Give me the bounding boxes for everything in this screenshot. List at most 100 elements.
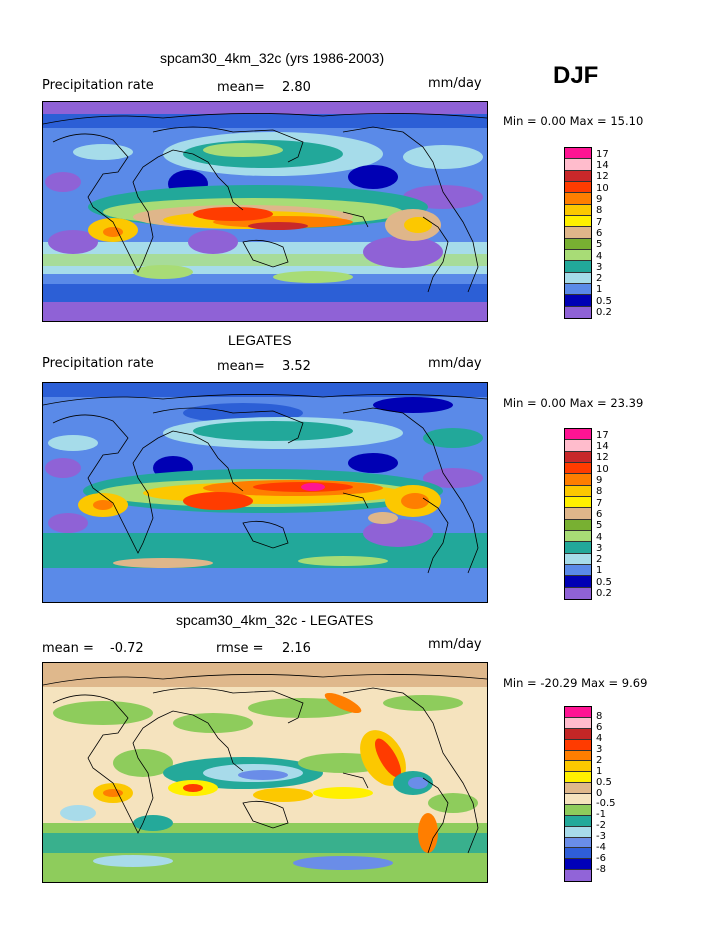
panel-1-mean-value: 2.80	[282, 80, 311, 95]
colorbar-label: 5	[596, 239, 603, 250]
colorbar-swatch	[565, 227, 591, 239]
panel-1-mean-label: mean=	[217, 80, 265, 95]
colorbar-swatch	[565, 837, 591, 849]
colorbar-label: 4	[596, 733, 603, 744]
colorbar-label: -1	[596, 809, 606, 820]
colorbar-label: 8	[596, 486, 603, 497]
panel-3-mean-label: mean =	[42, 641, 94, 656]
colorbar-swatch	[565, 564, 591, 577]
colorbar-swatch	[565, 750, 591, 762]
colorbar-label: 0.5	[596, 577, 612, 588]
colorbar-swatch	[565, 772, 591, 784]
colorbar-label: 6	[596, 228, 603, 239]
colorbar-swatch	[565, 739, 591, 751]
colorbar-swatch	[565, 717, 591, 729]
colorbar-swatch	[565, 283, 591, 296]
colorbar-label: 3	[596, 744, 603, 755]
colorbar-label: 8	[596, 205, 603, 216]
colorbar-swatch	[565, 306, 591, 318]
panel-2-precip-map	[42, 382, 488, 603]
panel-1-variable-label: Precipitation rate	[42, 78, 154, 93]
colorbar-swatch	[565, 440, 591, 452]
panel-3-mean-value: -0.72	[110, 641, 144, 656]
panel-3-difference-map	[42, 662, 488, 883]
colorbar-swatch	[565, 295, 591, 307]
colorbar-swatch	[565, 462, 591, 475]
panel-1-title: spcam30_4km_32c (yrs 1986-2003)	[160, 50, 385, 66]
panel-2-mean-label: mean=	[217, 359, 265, 374]
colorbar-label: 1	[596, 766, 603, 777]
panel-1-precip-map	[42, 101, 488, 322]
colorbar-label: 3	[596, 262, 603, 273]
colorbar-label: -6	[596, 853, 606, 864]
colorbar-label: 0.2	[596, 588, 612, 599]
colorbar-swatch	[565, 181, 591, 194]
colorbar-swatch	[565, 451, 591, 463]
panel-2-minmax: Min = 0.00 Max = 23.39	[503, 396, 644, 410]
colorbar-swatch	[565, 542, 591, 554]
colorbar-swatch	[565, 148, 591, 160]
colorbar-swatch	[565, 519, 591, 531]
colorbar-label: 6	[596, 509, 603, 520]
panel-3-colorbar	[564, 706, 592, 882]
panel-3-units: mm/day	[428, 637, 482, 652]
colorbar-label: 9	[596, 194, 603, 205]
colorbar-label: 9	[596, 475, 603, 486]
colorbar-swatch	[565, 204, 591, 216]
colorbar-swatch	[565, 249, 591, 262]
colorbar-swatch	[565, 848, 591, 860]
colorbar-label: 0	[596, 788, 603, 799]
colorbar-swatch	[565, 794, 591, 805]
colorbar-label: 6	[596, 722, 603, 733]
colorbar-swatch	[565, 429, 591, 441]
colorbar-label: 0.2	[596, 307, 612, 318]
colorbar-swatch	[565, 859, 591, 871]
colorbar-label: 4	[596, 532, 603, 543]
panel-2-mean-value: 3.52	[282, 359, 311, 374]
colorbar-swatch	[565, 707, 591, 718]
panel-1-colorbar	[564, 147, 592, 319]
panel-2-units: mm/day	[428, 356, 482, 371]
panel-2-colorbar	[564, 428, 592, 600]
colorbar-swatch	[565, 485, 591, 497]
colorbar-label: 7	[596, 498, 603, 509]
colorbar-label: 10	[596, 464, 609, 475]
colorbar-label: 12	[596, 452, 609, 463]
colorbar-label: 0.5	[596, 296, 612, 307]
colorbar-swatch	[565, 761, 591, 773]
colorbar-label: -4	[596, 842, 606, 853]
panel-3-title: spcam30_4km_32c - LEGATES	[176, 612, 374, 628]
panel-2-title: LEGATES	[228, 332, 292, 348]
panel-2-variable-label: Precipitation rate	[42, 356, 154, 371]
colorbar-label: 5	[596, 520, 603, 531]
colorbar-swatch	[565, 238, 591, 250]
season-label: DJF	[553, 62, 599, 89]
colorbar-label: 1	[596, 284, 603, 295]
colorbar-label: 0.5	[596, 777, 612, 788]
panel-3-minmax: Min = -20.29 Max = 9.69	[503, 676, 648, 690]
panel-1-units: mm/day	[428, 76, 482, 91]
colorbar-label: 1	[596, 565, 603, 576]
colorbar-label: 14	[596, 441, 609, 452]
colorbar-label: 17	[596, 430, 609, 441]
colorbar-swatch	[565, 159, 591, 171]
colorbar-label: -3	[596, 831, 606, 842]
colorbar-swatch	[565, 261, 591, 273]
colorbar-label: -0.5	[596, 798, 616, 809]
colorbar-swatch	[565, 815, 591, 827]
colorbar-swatch	[565, 193, 591, 205]
colorbar-label: -8	[596, 864, 606, 875]
panel-3-rmse-value: 2.16	[282, 641, 311, 656]
colorbar-swatch	[565, 804, 591, 816]
colorbar-swatch	[565, 826, 591, 838]
colorbar-swatch	[565, 587, 591, 599]
colorbar-label: 3	[596, 543, 603, 554]
colorbar-swatch	[565, 553, 591, 565]
colorbar-label: 8	[596, 711, 603, 722]
colorbar-swatch	[565, 170, 591, 182]
colorbar-swatch	[565, 474, 591, 486]
colorbar-swatch	[565, 870, 591, 881]
panel-3-rmse-label: rmse =	[216, 641, 264, 656]
colorbar-label: 10	[596, 183, 609, 194]
colorbar-swatch	[565, 215, 591, 228]
